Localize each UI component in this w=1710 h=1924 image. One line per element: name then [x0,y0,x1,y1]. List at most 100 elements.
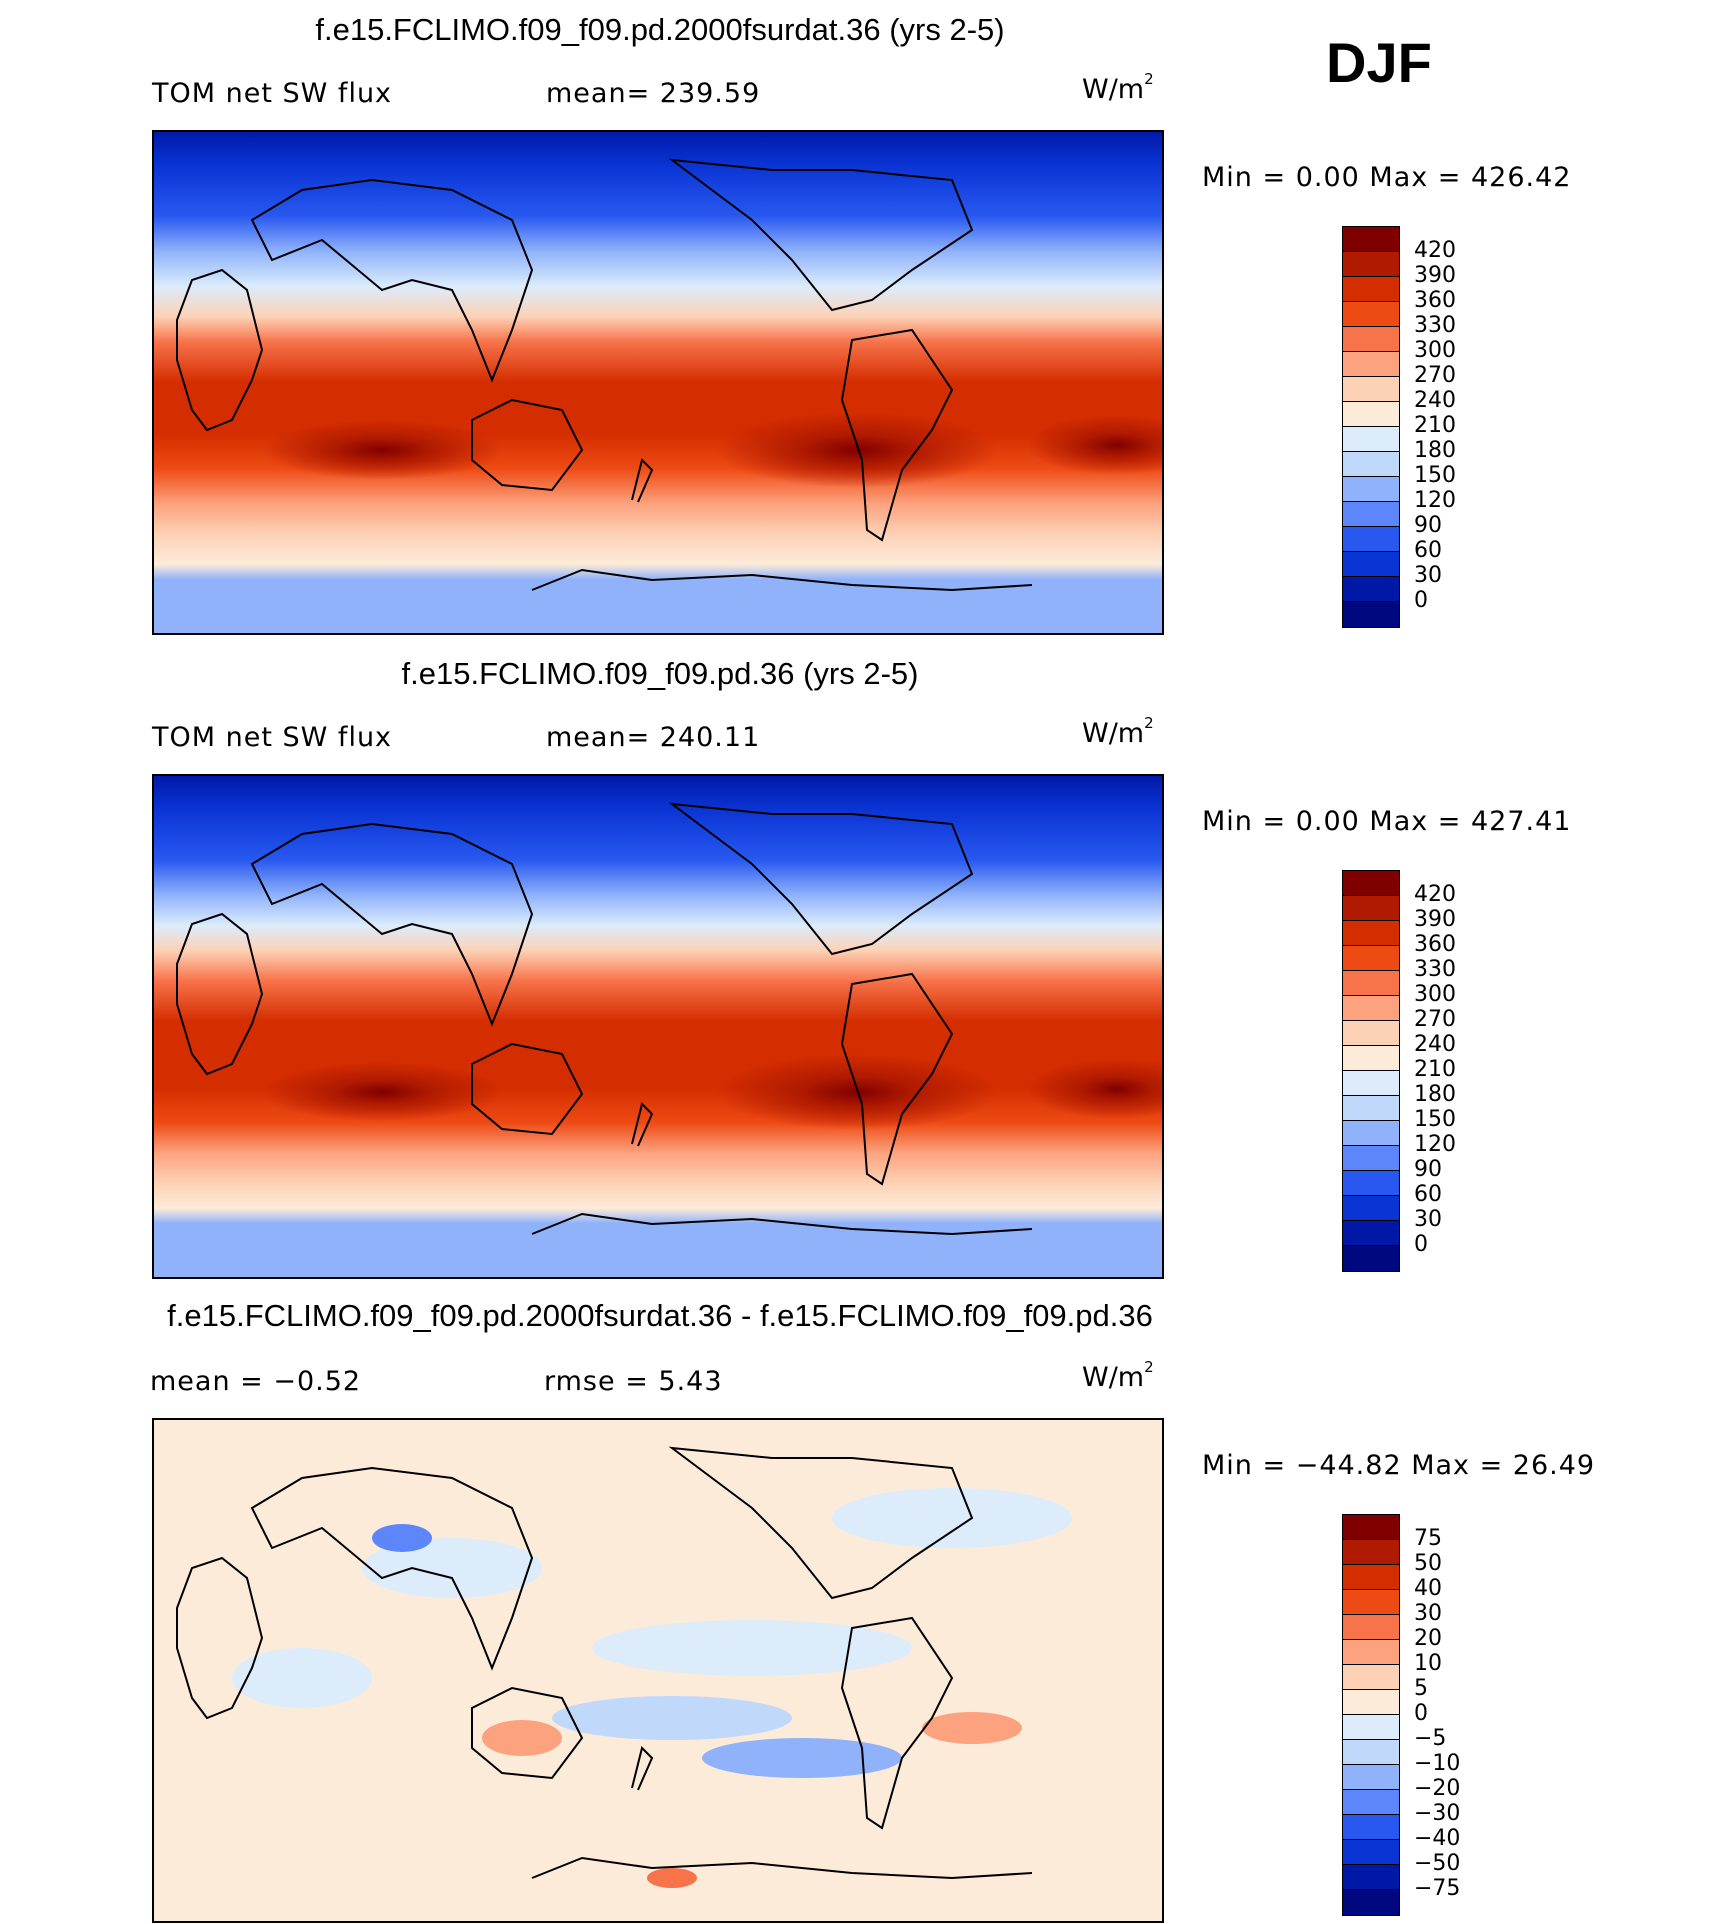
colorbar-cell [1343,1665,1399,1690]
panel-3-anomaly-g [922,1712,1022,1744]
panel-2-colorbar-box [1342,870,1400,1272]
colorbar-cell [1343,1071,1399,1096]
panel-3-south-america [840,1616,954,1830]
colorbar-cell [1343,1740,1399,1765]
colorbar-tick-label: 40 [1414,1576,1442,1601]
colorbar-tick-label: 270 [1414,363,1456,388]
colorbar-cell [1343,477,1399,502]
colorbar-tick-label: −5 [1414,1726,1447,1751]
panel-2-hotspot-atlantic [1027,1059,1164,1119]
colorbar-cell [1343,277,1399,302]
colorbar-cell [1343,552,1399,577]
colorbar-cell [1343,527,1399,552]
panel-2-field [152,774,1164,1279]
panel-3-map-border [152,1418,1164,1923]
colorbar-tick-label: 210 [1414,413,1456,438]
panel-3-anomaly-b [592,1620,912,1676]
colorbar-cell [1343,502,1399,527]
colorbar-cell [1343,252,1399,277]
panel-2-australia [471,1042,584,1136]
panel-3-rmse-label: rmse = 5.43 [544,1366,723,1397]
colorbar-cell [1343,327,1399,352]
panel-1-field [152,130,1164,635]
colorbar-cell [1343,602,1399,627]
panel-2-minmax: Min = 0.00 Max = 427.41 [1202,806,1572,837]
panel-3-new-zealand [631,1746,654,1791]
colorbar-cell [1343,1615,1399,1640]
panel-1-map-svg [152,130,1164,635]
panel-3-north-america [668,1446,974,1600]
colorbar-tick-label: 90 [1414,1157,1442,1182]
colorbar-cell [1343,452,1399,477]
panel-1-variable-label: TOM net SW flux [152,78,393,109]
colorbar-cell [1343,1146,1399,1171]
panel-2-hotspot-indian [262,1062,502,1122]
colorbar-cell [1343,302,1399,327]
colorbar-tick-label: 30 [1414,563,1442,588]
panel-3-anomaly-f [482,1720,562,1756]
colorbar-cell [1343,1046,1399,1071]
panel-3-title: f.e15.FCLIMO.f09_f09.pd.2000fsurdat.36 -… [167,1298,1153,1333]
panel-2-eurasia [250,822,534,1027]
colorbar-tick-label: 30 [1414,1207,1442,1232]
colorbar-cell [1343,1640,1399,1665]
colorbar-cell [1343,1690,1399,1715]
colorbar-tick-label: 10 [1414,1651,1442,1676]
colorbar-tick-label: 0 [1414,588,1428,613]
panel-1-new-zealand [631,458,654,503]
panel-1-coastlines [176,158,1033,592]
panel-1-map [152,130,1164,635]
season-label: DJF [1326,31,1432,94]
colorbar-cell [1343,1865,1399,1890]
colorbar-tick-label: 20 [1414,1626,1442,1651]
colorbar-cell [1343,1221,1399,1246]
colorbar-cell [1343,1890,1399,1915]
colorbar-cell [1343,921,1399,946]
panel-3-minmax: Min = −44.82 Max = 26.49 [1202,1450,1596,1481]
colorbar-tick-label: 270 [1414,1007,1456,1032]
colorbar-cell [1343,377,1399,402]
panel-2-south-america [840,972,954,1186]
colorbar-cell [1343,1540,1399,1565]
colorbar-tick-label: 390 [1414,907,1456,932]
colorbar-tick-label: 75 [1414,1526,1442,1551]
colorbar-cell [1343,896,1399,921]
panel-1-africa [176,268,264,432]
panel-1-minmax: Min = 0.00 Max = 426.42 [1202,162,1572,193]
colorbar-tick-label: 90 [1414,513,1442,538]
panel-3-mean-label: mean = −0.52 [150,1366,362,1397]
panel-2-africa [176,912,264,1076]
panel-3-anomaly-a [362,1538,542,1598]
colorbar-tick-label: −50 [1414,1851,1461,1876]
colorbar-cell [1343,1765,1399,1790]
panel-1-north-america [668,158,974,312]
panel-2-units: W/m2 [1082,714,1154,749]
panel-3-map-svg [152,1418,1164,1923]
colorbar-tick-label: 300 [1414,982,1456,1007]
panel-1-hotspot-indian [262,420,502,480]
colorbar-tick-label: 420 [1414,882,1456,907]
panel-3-anomalies [232,1488,1072,1888]
colorbar-tick-label: 180 [1414,1082,1456,1107]
panel-3-anomaly-c [552,1696,792,1740]
colorbar-tick-label: 360 [1414,932,1456,957]
colorbar-tick-label: 390 [1414,263,1456,288]
panel-2-mean-label: mean= 240.11 [546,722,761,753]
panel-1-hotspot-pacific [717,412,997,488]
colorbar-tick-label: 330 [1414,313,1456,338]
colorbar-cell [1343,1021,1399,1046]
panel-3-africa [176,1556,264,1720]
panel-2-map [152,774,1164,1279]
colorbar-cell [1343,1715,1399,1740]
panel-3-antarctica [531,1856,1033,1880]
colorbar-cell [1343,1590,1399,1615]
colorbar-tick-label: −40 [1414,1826,1461,1851]
panel-1-map-border [152,130,1164,635]
colorbar-tick-label: 120 [1414,488,1456,513]
colorbar-tick-label: −20 [1414,1776,1461,1801]
colorbar-cell [1343,1840,1399,1865]
colorbar-tick-label: −10 [1414,1751,1461,1776]
colorbar-tick-label: 150 [1414,1107,1456,1132]
colorbar-cell [1343,227,1399,252]
colorbar-tick-label: 180 [1414,438,1456,463]
